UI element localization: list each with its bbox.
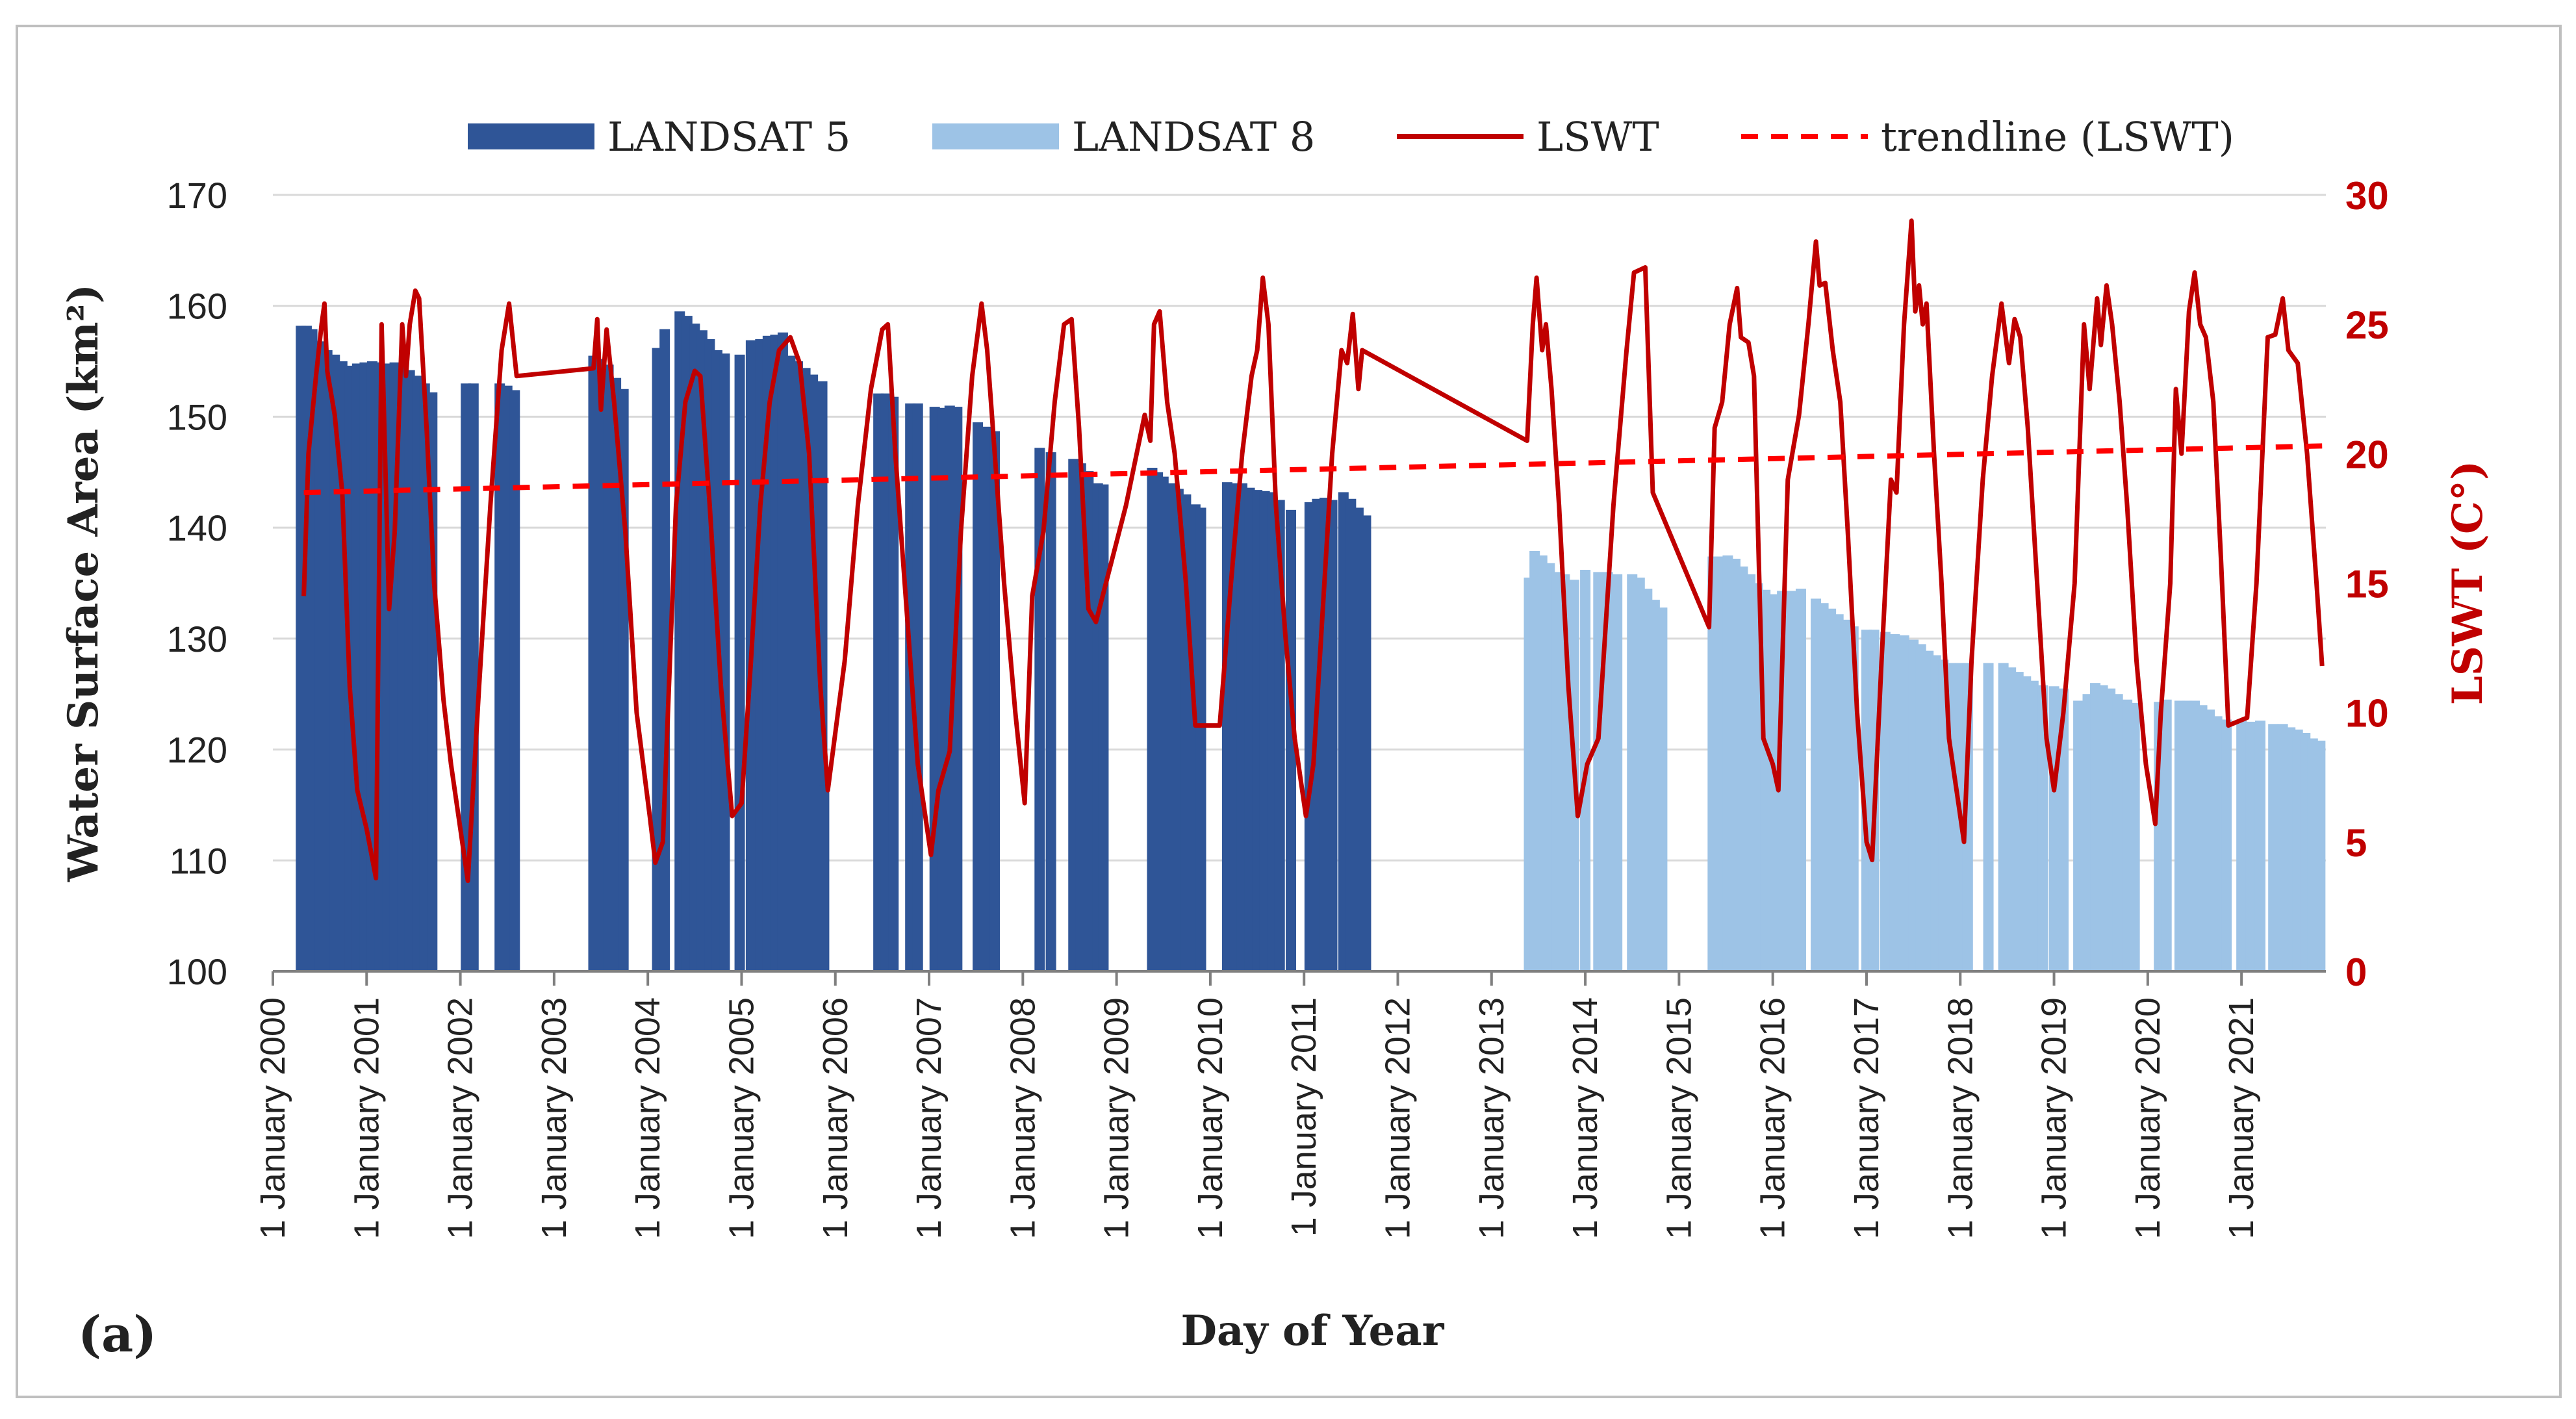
y-right-tick-4: 20 — [2345, 433, 2389, 476]
x-tick-label-6: 1 January 2006 — [816, 997, 855, 1239]
x-tick-label-11: 1 January 2011 — [1284, 997, 1323, 1236]
x-tick-label-3: 1 January 2003 — [535, 997, 574, 1239]
landsat5-bar-85 — [1286, 509, 1297, 971]
landsat8-bar-37 — [1889, 634, 1900, 971]
y-right-tick-3: 15 — [2345, 563, 2389, 606]
x-tick-label-17: 1 January 2017 — [1847, 997, 1886, 1239]
landsat8-bar-72 — [2221, 719, 2232, 971]
x-tick-label-12: 1 January 2012 — [1379, 997, 1418, 1239]
landsat8-bar-8 — [1593, 572, 1604, 971]
landsat5-bar-37 — [719, 353, 730, 971]
panel-label: (a) — [78, 1305, 157, 1363]
landsat8-bar-52 — [2028, 680, 2039, 971]
landsat5-bar-89 — [1327, 500, 1338, 971]
legend-swatch-0 — [468, 123, 594, 149]
landsat5-bar-20 — [468, 383, 479, 971]
landsat8-bar-53 — [2037, 685, 2048, 971]
y-left-tick-5: 150 — [167, 396, 227, 437]
landsat8-bar-9 — [1602, 572, 1613, 971]
x-tick-label-14: 1 January 2014 — [1566, 997, 1605, 1239]
landsat8-bar-15 — [1657, 607, 1668, 971]
lswt-trendline — [303, 443, 2323, 496]
y-left-tick-6: 160 — [167, 286, 227, 327]
x-tick-label-10: 1 January 2010 — [1191, 997, 1230, 1239]
landsat8-bar-74 — [2245, 721, 2256, 971]
landsat8-bar-71 — [2212, 716, 2223, 971]
y-left-tick-1: 110 — [170, 840, 227, 881]
y-left-tick-0: 100 — [167, 951, 227, 992]
landsat5-bar-54 — [912, 403, 923, 971]
landsat8-bar-56 — [2073, 700, 2084, 971]
landsat8-bar-73 — [2236, 721, 2247, 971]
landsat8-bar-10 — [1612, 574, 1623, 971]
legend-label-2: LSWT — [1537, 113, 1659, 160]
axes — [272, 970, 2326, 986]
landsat5-bars — [296, 311, 1371, 972]
landsat5-bar-52 — [888, 396, 899, 971]
landsat8-bar-82 — [2315, 740, 2326, 971]
landsat5-bar-63 — [1045, 452, 1056, 971]
landsat5-bar-59 — [973, 422, 984, 971]
x-tick-label-2: 1 January 2002 — [441, 997, 480, 1239]
x-tick-label-19: 1 January 2019 — [2035, 997, 2074, 1239]
x-axis-title: Day of Year — [1181, 1307, 1445, 1355]
x-tick-label-9: 1 January 2009 — [1097, 997, 1136, 1239]
landsat5-bar-49 — [819, 785, 830, 971]
landsat8-bar-27 — [1795, 589, 1806, 971]
legend-swatch-1 — [932, 123, 1059, 149]
x-tick-label-13: 1 January 2013 — [1472, 997, 1511, 1239]
lswt-line — [301, 218, 2325, 884]
x-tick-label-21: 1 January 2021 — [2222, 997, 2261, 1239]
y-left-axis-title: Water Surface Area (km²) — [59, 284, 108, 882]
landsat8-bar-63 — [2129, 702, 2140, 971]
landsat8-bar-75 — [2254, 721, 2265, 971]
landsat8-bar-65 — [2161, 699, 2172, 971]
landsat8-bar-61 — [2112, 694, 2123, 971]
x-tick-label-20: 1 January 2020 — [2128, 997, 2167, 1239]
line-series — [301, 218, 2325, 884]
landsat5-bar-61 — [989, 431, 1001, 971]
y-right-axis-title: LSWT (C°) — [2443, 461, 2492, 706]
landsat5-bar-68 — [1098, 484, 1109, 971]
y-left-tick-3: 130 — [167, 619, 227, 659]
landsat5-bar-38 — [734, 354, 745, 971]
y-left-tick-2: 120 — [167, 730, 227, 771]
legend-label-3: trendline (LSWT) — [1881, 113, 2234, 160]
x-tick-label-16: 1 January 2016 — [1753, 997, 1792, 1239]
legend-label-0: LANDSAT 5 — [607, 113, 850, 160]
tick-labels: 100 110 120 130 140 150 160 170 0 5 10 15 20 25 30 1 Ja… — [167, 174, 2389, 1239]
x-tick-label-0: 1 January 2000 — [253, 997, 292, 1239]
y-left-tick-7: 170 — [167, 175, 227, 216]
landsat5-bar-93 — [1360, 515, 1371, 971]
landsat8-bar-76 — [2268, 724, 2279, 971]
y-left-tick-4: 140 — [167, 507, 227, 548]
y-right-tick-2: 10 — [2345, 692, 2389, 735]
x-tick-label-4: 1 January 2004 — [628, 997, 667, 1239]
y-right-tick-0: 0 — [2345, 951, 2367, 994]
legend: LANDSAT 5 LANDSAT 8 LSWT trendline (LSWT) — [468, 113, 2234, 160]
y-right-tick-1: 5 — [2345, 821, 2367, 865]
landsat8-bar-47 — [1983, 663, 1994, 971]
landsat8-bar-54 — [2048, 686, 2060, 971]
landsat5-bar-23 — [509, 390, 520, 971]
landsat8-bar-24 — [1767, 594, 1778, 971]
landsat8-bars — [1524, 550, 2326, 971]
y-right-tick-5: 25 — [2345, 303, 2389, 347]
x-tick-label-7: 1 January 2007 — [910, 997, 949, 1239]
landsat8-bar-38 — [1898, 635, 1909, 971]
landsat5-bar-76 — [1195, 507, 1206, 971]
x-tick-label-5: 1 January 2005 — [722, 997, 761, 1239]
x-tick-label-15: 1 January 2015 — [1659, 997, 1698, 1239]
landsat8-bar-36 — [1880, 632, 1891, 971]
landsat8-bar-26 — [1786, 591, 1797, 971]
landsat8-bar-55 — [2058, 688, 2069, 971]
x-tick-label-18: 1 January 2018 — [1941, 997, 1980, 1239]
x-tick-label-8: 1 January 2008 — [1003, 997, 1042, 1239]
y-right-tick-6: 30 — [2345, 174, 2389, 218]
legend-label-1: LANDSAT 8 — [1072, 113, 1315, 160]
x-tick-label-1: 1 January 2001 — [347, 997, 386, 1239]
